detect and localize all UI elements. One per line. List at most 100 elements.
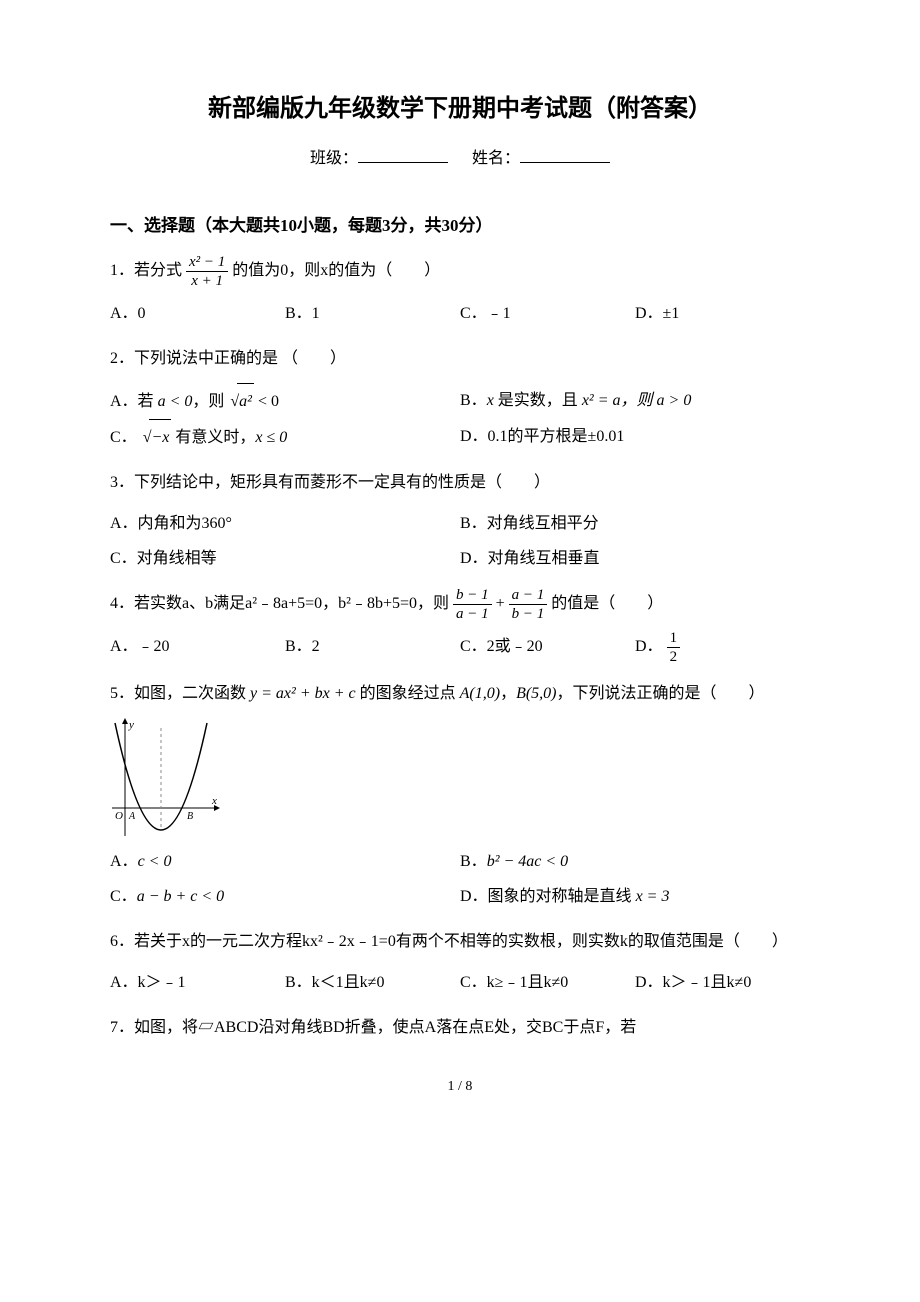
q2c-mid: 有意义时， [175,429,255,446]
q2b-pre: B． [460,392,487,409]
q4-options: A．﹣20 B．2 C．2或﹣20 D． 1 2 [110,629,810,666]
q1-stem-post: 的值为0，则x的值为（ ） [232,262,440,279]
q5-mid: 的图象经过点 [356,685,460,702]
section-1-title: 一、选择题（本大题共10小题，每题3分，共30分） [110,212,810,239]
q4-frac2: a − 1 b − 1 [509,586,548,623]
q4-frac1-den: a − 1 [453,605,492,623]
q1-frac-num: x² − 1 [186,253,228,272]
class-label: 班级： [310,150,358,167]
q2-opt-c: C． −x 有意义时，x ≤ 0 [110,419,460,455]
q5c-math: a − b + c < 0 [137,888,225,905]
q4d-pre: D． [635,639,663,656]
q2b-mid: 是实数，且 [498,392,582,409]
question-7: 7．如图，将▱ABCD沿对角线BD折叠，使点A落在点E处，交BC于点F，若 [110,1010,810,1045]
q2-options: A．若 a < 0，则 a² < 0 B．x 是实数，且 x² = a，则 a … [110,383,810,455]
q2c-pre: C． [110,429,137,446]
q4-opt-c: C．2或﹣20 [460,629,635,666]
q2-opt-b: B．x 是实数，且 x² = a，则 a > 0 [460,383,810,419]
q2a-rad: a² [237,383,254,419]
q5-pre: 5．如图，二次函数 [110,685,250,702]
document-title: 新部编版九年级数学下册期中考试题（附答案） [110,90,810,128]
q2c-rad: −x [149,419,171,455]
header-fields: 班级： 姓名： [110,146,810,172]
q5-opt-c: C．a − b + c < 0 [110,879,460,914]
q1-fraction: x² − 1 x + 1 [186,253,228,290]
q4-frac1: b − 1 a − 1 [453,586,492,623]
q2a-mid: a < 0 [158,393,193,410]
q4-stem-post: 的值是（ ） [551,596,663,613]
q6-opt-b: B．k＜1且k≠0 [285,965,460,1000]
q4-frac2-num: a − 1 [509,586,548,605]
q2a-sqrt: a² [228,383,254,419]
q5-post: ，下列说法正确的是（ ） [557,685,765,702]
q3-opt-c: C．对角线相等 [110,541,460,576]
q2b-x: x [487,392,498,409]
q5-options: A．c < 0 B．b² − 4ac < 0 C．a − b + c < 0 D… [110,844,810,914]
q2a-mid2: ，则 [192,393,224,410]
q4d-frac: 1 2 [667,629,681,666]
q3-opt-a: A．内角和为360° [110,506,460,541]
q5-eq: y = ax² + bx + c [250,685,356,702]
q1-opt-b: B．1 [285,296,460,331]
q5c-pre: C． [110,888,137,905]
q2-opt-d: D．0.1的平方根是±0.01 [460,419,810,455]
q2b-eq: x² = a [582,392,621,409]
q5-opt-a: A．c < 0 [110,844,460,879]
q5-opt-b: B．b² − 4ac < 0 [460,844,810,879]
q1-options: A．0 B．1 C．﹣1 D．±1 [110,296,810,331]
q5b-pre: B． [460,853,487,870]
page-footer: 1 / 8 [110,1076,810,1098]
q5-a-pt: A(1,0) [460,685,500,702]
q1-opt-c: C．﹣1 [460,296,635,331]
q5b-math: b² − 4ac < 0 [487,853,569,870]
svg-text:B: B [187,811,193,822]
q2c-post: x ≤ 0 [255,429,287,446]
q6-opt-d: D．k＞﹣1且k≠0 [635,965,810,1000]
q4-opt-b: B．2 [285,629,460,666]
name-label: 姓名： [472,150,520,167]
question-4: 4．若实数a、b满足a²﹣8a+5=0，b²﹣8b+5=0，则 b − 1 a … [110,586,810,623]
q2c-sqrt: −x [141,419,172,455]
q2a-post: < 0 [258,393,279,410]
q5a-pre: A． [110,853,138,870]
q5-opt-d: D．图象的对称轴是直线 x = 3 [460,879,810,914]
svg-text:O: O [115,810,123,822]
q4-opt-a: A．﹣20 [110,629,285,666]
question-2: 2．下列说法中正确的是 （ ） [110,341,810,376]
q2-opt-a: A．若 a < 0，则 a² < 0 [110,383,460,419]
q4-stem-pre: 4．若实数a、b满足a²﹣8a+5=0，b²﹣8b+5=0，则 [110,596,449,613]
q4d-den: 2 [667,648,681,666]
q3-opt-d: D．对角线互相垂直 [460,541,810,576]
q2b-post: ，则 a > 0 [621,392,692,409]
class-blank [358,146,448,163]
q1-stem-pre: 1．若分式 [110,262,182,279]
q5-parabola-graph: y x OA B [110,718,220,838]
q3-options: A．内角和为360° B．对角线互相平分 C．对角线相等 D．对角线互相垂直 [110,506,810,576]
question-5: 5．如图，二次函数 y = ax² + bx + c 的图象经过点 A(1,0)… [110,676,810,711]
q5-b-pt: B(5,0) [516,685,556,702]
question-1: 1．若分式 x² − 1 x + 1 的值为0，则x的值为（ ） [110,253,810,290]
q4-frac2-den: b − 1 [509,605,548,623]
q1-opt-a: A．0 [110,296,285,331]
q6-opt-c: C．k≥﹣1且k≠0 [460,965,635,1000]
q5a-math: c < 0 [138,853,172,870]
q3-opt-b: B．对角线互相平分 [460,506,810,541]
question-6: 6．若关于x的一元二次方程kx²﹣2x﹣1=0有两个不相等的实数根，则实数k的取… [110,924,810,959]
question-3: 3．下列结论中，矩形具有而菱形不一定具有的性质是（ ） [110,465,810,500]
q5d-pre: D．图象的对称轴是直线 [460,888,636,905]
q5-comma: ， [500,685,516,702]
name-blank [520,146,610,163]
q4-frac1-num: b − 1 [453,586,492,605]
svg-text:A: A [128,811,136,822]
q1-frac-den: x + 1 [186,272,228,290]
q4-opt-d: D． 1 2 [635,629,810,666]
q6-opt-a: A．k＞﹣1 [110,965,285,1000]
q4-plus: + [496,596,509,613]
svg-text:x: x [211,795,217,807]
svg-text:y: y [128,719,134,731]
q4d-num: 1 [667,629,681,648]
q5d-math: x = 3 [636,888,670,905]
q2a-pre: A．若 [110,393,158,410]
q1-opt-d: D．±1 [635,296,810,331]
q6-options: A．k＞﹣1 B．k＜1且k≠0 C．k≥﹣1且k≠0 D．k＞﹣1且k≠0 [110,965,810,1000]
